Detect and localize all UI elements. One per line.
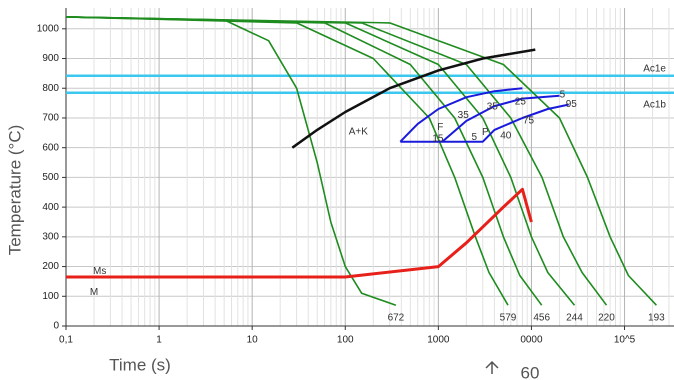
curve	[441, 94, 560, 143]
end-label: 579	[500, 313, 517, 324]
curve	[65, 16, 657, 306]
y-tick-label: 300	[42, 231, 59, 242]
annotation: 5	[560, 89, 566, 100]
x-tick-label: 1000	[427, 335, 450, 346]
end-label: 456	[533, 313, 550, 324]
x-tick-label: 10^5	[614, 335, 636, 346]
y-tick-label: 800	[42, 83, 59, 94]
reference-label: Ac1b	[643, 99, 666, 110]
annotation: 35	[487, 101, 499, 112]
annotation: 40	[500, 130, 512, 141]
annotation: 25	[515, 96, 527, 107]
y-axis-title: Temperature (°C)	[5, 125, 24, 256]
y-tick-label: 700	[42, 113, 59, 124]
curve	[65, 16, 397, 306]
y-tick-label: 500	[42, 172, 59, 183]
y-tick-label: 1000	[37, 23, 60, 34]
end-label: 672	[388, 313, 405, 324]
curve	[65, 16, 543, 306]
annotation: Ms	[93, 266, 106, 277]
y-tick-label: 600	[42, 142, 59, 153]
annotation: F	[437, 122, 443, 133]
marks	[65, 16, 674, 306]
annotation: 5	[471, 132, 477, 143]
curve	[399, 87, 523, 143]
annotation: 15	[432, 133, 444, 144]
y-tick-label: 0	[53, 321, 59, 332]
y-tick-label: 900	[42, 53, 59, 64]
annotation: 35	[458, 110, 470, 121]
x-axis-title: Time (s)	[109, 355, 171, 374]
reference-label: Ac1e	[643, 63, 666, 74]
y-tick-label: 200	[42, 261, 59, 272]
end-label: 244	[566, 313, 583, 324]
y-tick-label: 100	[42, 291, 59, 302]
curve	[400, 103, 569, 143]
curve	[65, 16, 509, 306]
curve	[65, 16, 576, 306]
x-tick-label: 10	[247, 335, 259, 346]
x-tick-label: 0000	[520, 335, 543, 346]
page-number: 60	[521, 363, 540, 380]
annotation: A+K	[349, 126, 369, 137]
x-tick-label: 0,1	[59, 335, 73, 346]
annotation: 75	[523, 115, 535, 126]
curve	[291, 48, 536, 149]
curve	[66, 187, 533, 279]
grid	[62, 8, 674, 330]
annotation: P	[482, 127, 489, 138]
scroll-arrow-icon[interactable]	[485, 360, 499, 374]
annotation: 95	[566, 99, 578, 110]
x-tick-label: 1	[156, 335, 162, 346]
end-label: 220	[598, 313, 615, 324]
end-label: 193	[648, 313, 665, 324]
curve	[65, 16, 608, 306]
x-tick-label: 100	[337, 335, 354, 346]
y-tick-label: 400	[42, 202, 59, 213]
annotation: M	[90, 287, 98, 298]
